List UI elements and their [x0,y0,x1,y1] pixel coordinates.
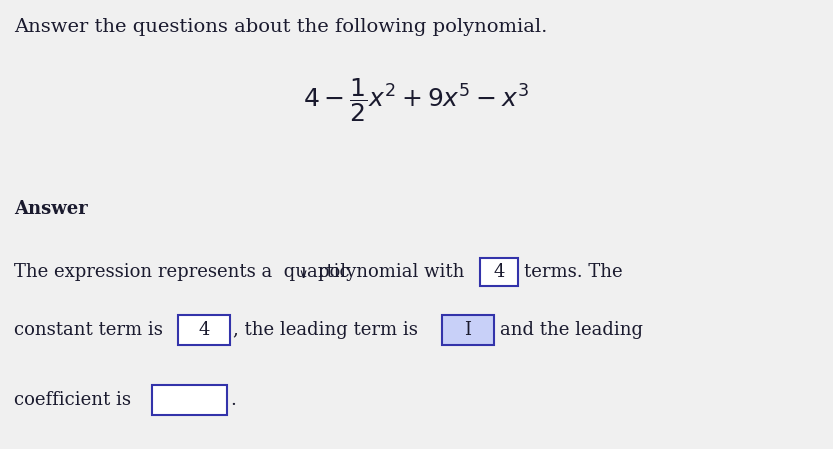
FancyBboxPatch shape [442,315,494,345]
Text: Answer the questions about the following polynomial.: Answer the questions about the following… [14,18,547,36]
FancyBboxPatch shape [178,315,230,345]
FancyBboxPatch shape [480,258,518,286]
Text: and the leading: and the leading [500,321,643,339]
Text: Answer: Answer [14,200,87,218]
FancyBboxPatch shape [152,385,227,415]
Text: 4: 4 [493,263,505,281]
Text: coefficient is: coefficient is [14,391,131,409]
Text: polynomial with: polynomial with [318,263,464,281]
Text: ∨: ∨ [298,268,307,281]
Text: The expression represents a  quartic: The expression represents a quartic [14,263,350,281]
Text: I: I [465,321,471,339]
Text: $4 - \dfrac{1}{2}x^2 + 9x^5 - x^3$: $4 - \dfrac{1}{2}x^2 + 9x^5 - x^3$ [303,76,529,124]
Text: , the leading term is: , the leading term is [233,321,418,339]
Text: 4: 4 [198,321,210,339]
Text: terms. The: terms. The [524,263,622,281]
Text: constant term is: constant term is [14,321,163,339]
Text: .: . [230,391,236,409]
